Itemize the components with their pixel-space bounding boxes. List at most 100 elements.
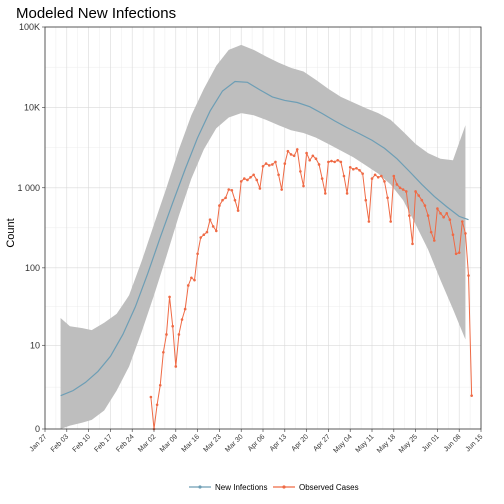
data-point-observed-cases — [342, 174, 346, 178]
data-point-observed-cases — [305, 151, 308, 155]
data-point-observed-cases — [411, 242, 414, 246]
legend-label-new-infections: New Infections — [215, 483, 267, 492]
y-tick-label: 0 — [35, 424, 40, 434]
data-point-observed-cases — [432, 239, 436, 242]
legend-label-observed-cases: Observed Cases — [299, 483, 359, 492]
data-point-observed-cases — [417, 194, 421, 197]
data-point-observed-cases — [348, 165, 352, 169]
y-tick-label: 1 000 — [17, 183, 40, 193]
data-point-observed-cases — [277, 173, 280, 177]
data-point-observed-cases — [205, 230, 209, 234]
data-point-observed-cases — [461, 220, 464, 223]
data-point-observed-cases — [380, 174, 383, 178]
data-point-observed-cases — [233, 198, 237, 202]
data-point-observed-cases — [436, 207, 439, 210]
data-point-observed-cases — [230, 189, 234, 192]
data-point-observed-cases — [292, 154, 296, 158]
x-tick-label: May 18 — [376, 433, 397, 454]
data-point-observed-cases — [358, 168, 361, 172]
data-point-observed-cases — [214, 229, 218, 233]
data-point-observed-cases — [470, 394, 473, 397]
data-point-observed-cases — [386, 196, 389, 200]
data-point-observed-cases — [367, 220, 371, 223]
x-tick-label: Mar 16 — [181, 433, 201, 453]
data-point-observed-cases — [168, 295, 171, 299]
data-point-observed-cases — [330, 159, 333, 163]
data-point-observed-cases — [333, 160, 336, 164]
x-tick-label: May 11 — [355, 433, 376, 454]
data-point-observed-cases — [255, 178, 259, 182]
data-point-observed-cases — [218, 204, 221, 207]
data-point-observed-cases — [162, 350, 165, 354]
x-tick-label: Jan 27 — [29, 433, 49, 453]
data-point-observed-cases — [323, 192, 327, 195]
series-layer — [60, 80, 473, 431]
data-point-observed-cases — [221, 198, 224, 202]
data-point-observed-cases — [317, 163, 321, 166]
data-point-observed-cases — [227, 188, 231, 191]
data-point-observed-cases — [299, 170, 302, 173]
data-point-observed-cases — [389, 220, 392, 223]
data-point-observed-cases — [345, 192, 349, 195]
x-tick-label: May 04 — [332, 433, 353, 454]
data-point-observed-cases — [361, 172, 364, 175]
data-point-observed-cases — [190, 276, 193, 280]
data-point-observed-cases — [426, 214, 430, 217]
data-point-observed-cases — [171, 324, 174, 328]
data-point-observed-cases — [239, 180, 243, 183]
y-tick-label: 10K — [24, 102, 40, 112]
data-point-observed-cases — [202, 233, 206, 236]
y-tick-label: 100 — [25, 263, 40, 273]
data-point-observed-cases — [267, 164, 271, 167]
legend-marker-observed-cases — [282, 485, 286, 489]
data-point-observed-cases — [376, 176, 380, 179]
data-point-observed-cases — [249, 176, 252, 179]
x-tick-label: Feb 10 — [72, 433, 92, 453]
data-point-observed-cases — [158, 383, 162, 387]
data-point-observed-cases — [252, 173, 255, 177]
data-point-observed-cases — [224, 196, 227, 200]
y-tick-label: 10 — [30, 340, 40, 350]
data-point-observed-cases — [280, 188, 283, 191]
data-point-observed-cases — [236, 209, 240, 212]
data-point-observed-cases — [271, 163, 274, 166]
data-point-observed-cases — [401, 188, 405, 191]
data-point-observed-cases — [467, 274, 470, 277]
data-point-observed-cases — [246, 178, 249, 182]
data-point-observed-cases — [457, 251, 461, 254]
x-tick-label: May 25 — [398, 433, 419, 454]
data-point-observed-cases — [404, 190, 408, 193]
data-point-observed-cases — [211, 225, 215, 228]
data-point-observed-cases — [258, 187, 262, 190]
data-point-observed-cases — [180, 318, 184, 321]
confidence-band — [60, 44, 466, 430]
data-point-observed-cases — [439, 212, 442, 215]
data-point-observed-cases — [295, 148, 299, 151]
data-point-observed-cases — [429, 230, 433, 234]
x-tick-label: Mar 30 — [224, 433, 244, 453]
x-tick-label: Feb 17 — [93, 433, 113, 453]
data-point-observed-cases — [442, 215, 445, 219]
legend: New Infections Observed Cases — [189, 483, 359, 492]
data-point-observed-cases — [398, 186, 402, 190]
data-point-observed-cases — [320, 177, 324, 180]
data-point-observed-cases — [199, 236, 203, 239]
data-point-observed-cases — [355, 166, 358, 170]
data-point-observed-cases — [408, 214, 411, 217]
data-point-observed-cases — [395, 183, 399, 186]
data-point-observed-cases — [464, 232, 467, 235]
data-point-observed-cases — [392, 174, 396, 178]
data-point-observed-cases — [177, 333, 181, 336]
data-point-observed-cases — [327, 160, 330, 164]
data-point-observed-cases — [186, 284, 190, 287]
data-point-observed-cases — [454, 252, 458, 256]
data-point-observed-cases — [149, 395, 153, 399]
data-point-observed-cases — [352, 167, 355, 171]
data-point-observed-cases — [423, 204, 427, 207]
y-tick-label: 100K — [19, 22, 40, 32]
data-point-observed-cases — [183, 307, 187, 311]
x-tick-label: Mar 02 — [137, 433, 157, 453]
data-point-observed-cases — [308, 158, 312, 162]
x-tick-label: Feb 24 — [115, 433, 135, 453]
plot-border — [44, 26, 482, 430]
